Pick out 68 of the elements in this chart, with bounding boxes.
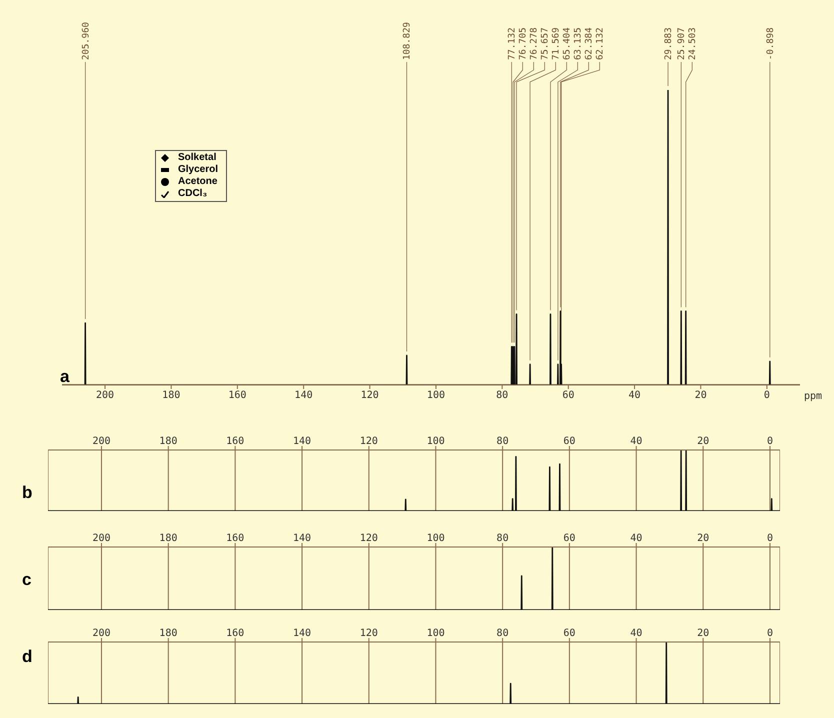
x-tick-label: 0 xyxy=(766,628,773,639)
x-tick-label: 120 xyxy=(360,628,378,639)
x-tick-label: 200 xyxy=(92,628,111,639)
x-tick-label: 140 xyxy=(294,390,313,402)
x-tick-label: 160 xyxy=(226,533,244,544)
annotation: 75.657 xyxy=(540,27,551,60)
x-tick-label: 140 xyxy=(292,436,312,447)
chart-title: d xyxy=(22,647,32,667)
x-tick-label: 80 xyxy=(496,436,509,447)
text: b xyxy=(22,483,32,503)
x-tick-label: 40 xyxy=(630,533,642,544)
x-tick-label: 0 xyxy=(764,390,770,402)
annotation: 205.960 xyxy=(81,22,92,60)
annotation: CDCl₃ xyxy=(178,188,208,200)
x-tick-label: 100 xyxy=(426,436,445,447)
x-tick-label: 60 xyxy=(563,628,576,639)
x-tick-label: 200 xyxy=(96,390,114,402)
annotation: -0.898 xyxy=(766,27,776,60)
x-tick-label: 80 xyxy=(496,390,508,402)
x-tick-label: 120 xyxy=(360,390,379,402)
x-tick-label: 0 xyxy=(766,436,773,447)
annotation: Acetone xyxy=(178,176,218,188)
x-tick-label: 160 xyxy=(226,628,244,639)
annotation: 25.907 xyxy=(677,27,688,60)
annotation: Glycerol xyxy=(178,164,218,176)
x-tick-label: 120 xyxy=(360,533,378,544)
x-tick-label: 100 xyxy=(426,390,445,402)
annotation: 65.404 xyxy=(562,27,573,60)
x-tick-label: 120 xyxy=(360,436,378,447)
x-tick-label: 140 xyxy=(292,628,312,639)
x-tick-label: 20 xyxy=(697,436,710,447)
x-tick-label: 40 xyxy=(630,436,642,447)
x-tick-label: 160 xyxy=(226,436,244,447)
x-tick-label: 100 xyxy=(426,628,445,639)
x-tick-label: 180 xyxy=(159,628,178,639)
annotation: 77.132 xyxy=(508,27,518,60)
x-tick-label: 160 xyxy=(228,390,246,402)
x-tick-label: 200 xyxy=(92,533,111,544)
text: c xyxy=(22,570,32,590)
x-tick-label: 80 xyxy=(496,533,509,544)
annotation: 76.278 xyxy=(530,27,540,60)
x-tick-label: 20 xyxy=(697,628,710,639)
x-tick-label: 140 xyxy=(292,533,312,544)
annotation: 62.132 xyxy=(596,27,606,60)
x-tick-label: 100 xyxy=(426,533,445,544)
annotation: 108.829 xyxy=(402,22,413,60)
text: a xyxy=(60,367,70,387)
x-tick-label: 20 xyxy=(697,533,710,544)
x-tick-label: 80 xyxy=(496,628,509,639)
x-tick-label: 60 xyxy=(563,436,576,447)
annotation: Solketal xyxy=(178,152,216,164)
x-tick-label: 20 xyxy=(694,390,707,402)
annotation: 24.503 xyxy=(688,27,698,60)
x-tick-label: 60 xyxy=(563,533,576,544)
x-tick-label: 40 xyxy=(630,628,642,639)
x-tick-label: 60 xyxy=(562,390,574,402)
x-tick-label: 40 xyxy=(628,390,641,402)
x-tick-label: 180 xyxy=(162,390,180,402)
x-tick-label: 200 xyxy=(92,436,111,447)
annotation: 71.569 xyxy=(552,27,562,60)
x-tick-label: 180 xyxy=(159,533,178,544)
x-tick-label: 180 xyxy=(159,436,178,447)
annotation: 62.384 xyxy=(584,27,595,60)
annotation: 76.705 xyxy=(518,27,529,60)
annotation: 29.883 xyxy=(664,27,674,60)
x-axis-title: ppm xyxy=(804,391,822,402)
annotation: 63.135 xyxy=(574,27,584,60)
x-tick-label: 0 xyxy=(766,533,773,544)
